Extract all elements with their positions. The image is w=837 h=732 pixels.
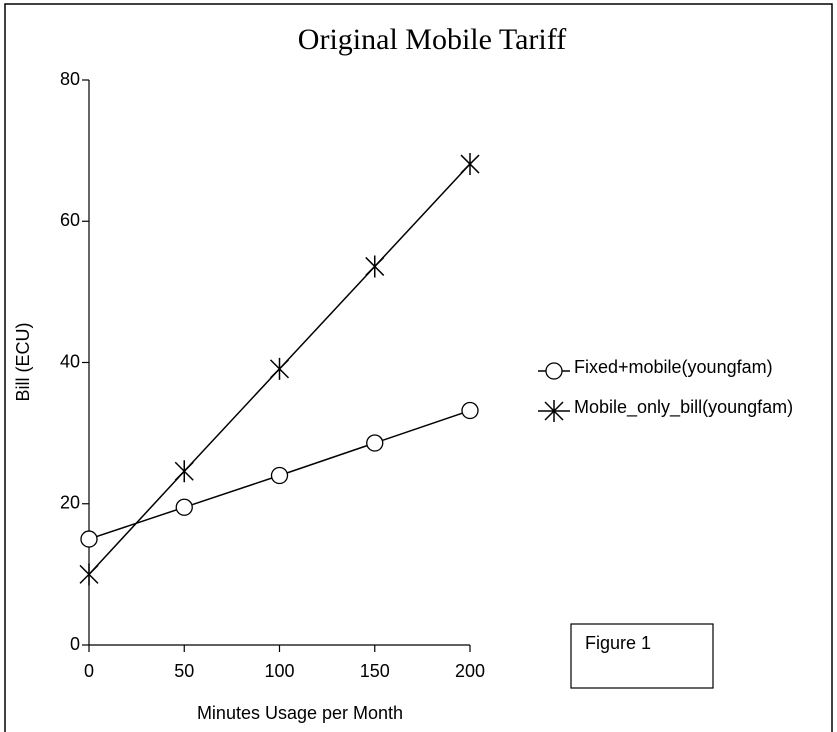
y-axis-label: Bill (ECU): [13, 323, 33, 402]
marker: [269, 357, 290, 380]
marker: [79, 563, 99, 586]
x-tick-label: 50: [174, 661, 194, 681]
chart-title: Original Mobile Tariff: [298, 23, 566, 56]
marker: [175, 498, 193, 516]
annotation-box: [570, 623, 714, 689]
marker: [461, 401, 479, 420]
marker: [80, 530, 98, 548]
legend-label: Mobile_only_bill(youngfam): [574, 397, 793, 418]
annotation: Figure 1: [585, 633, 651, 653]
y-tick-label: 60: [60, 210, 80, 230]
marker: [174, 460, 194, 483]
x-tick-label: 150: [360, 661, 390, 681]
x-axis-label: Minutes Usage per Month: [197, 703, 403, 723]
y-tick-label: 20: [60, 493, 80, 513]
x-tick-label: 200: [455, 661, 485, 681]
legend-marker: [544, 400, 564, 422]
frame: [4, 3, 833, 732]
marker: [365, 255, 385, 278]
y-tick-label: 80: [60, 69, 80, 89]
legend-label: Fixed+mobile(youngfam): [574, 357, 773, 377]
y-tick-label: 0: [70, 634, 80, 654]
x-tick-label: 0: [84, 661, 94, 681]
y-tick-label: 40: [60, 351, 80, 371]
marker: [460, 153, 480, 176]
x-tick-label: 100: [264, 661, 294, 681]
marker: [366, 434, 384, 452]
marker: [270, 466, 289, 485]
legend-marker: [545, 362, 563, 380]
